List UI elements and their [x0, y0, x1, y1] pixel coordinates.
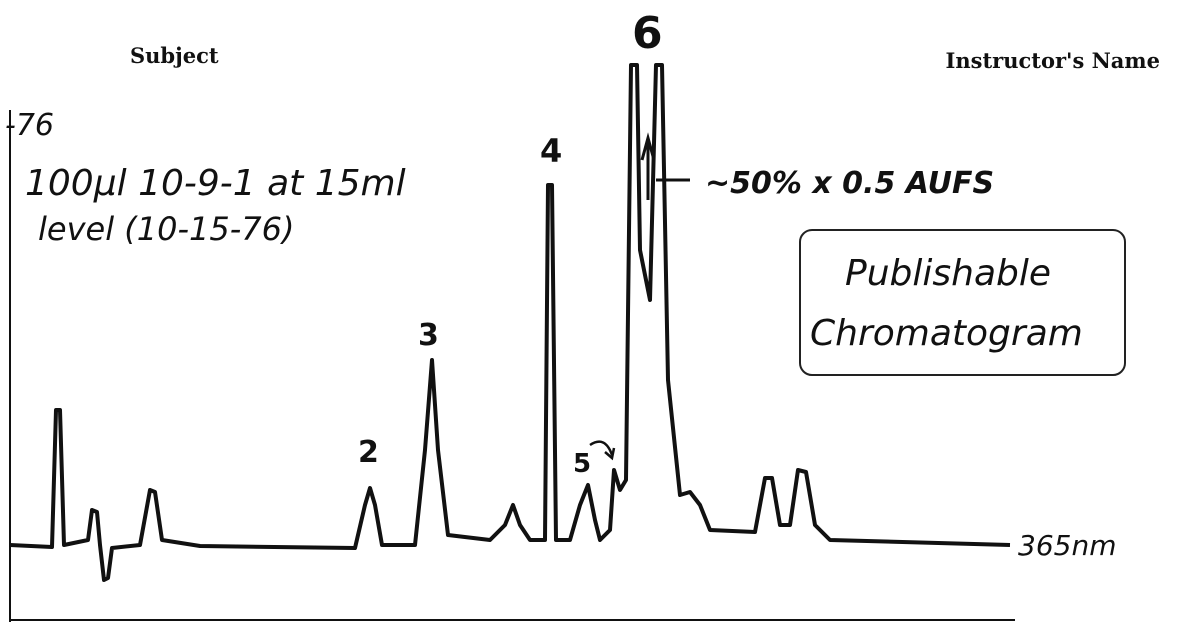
chromatogram-page: Subject Instructor's Name -76 100µl 10-9…	[0, 0, 1181, 630]
peak-label: 3	[418, 318, 439, 353]
subject-label: Subject	[130, 43, 219, 68]
stamp-text: Publishable	[845, 253, 1051, 294]
attenuation-note: ~50% x 0.5 AUFS	[705, 166, 994, 201]
stamp-text: Chromatogram	[810, 313, 1083, 354]
peak-label: 6	[632, 8, 663, 59]
sample-note: level (10-15-76)	[38, 210, 294, 248]
sample-note: 100µl 10-9-1 at 15ml	[25, 163, 406, 204]
peak-label: 2	[358, 435, 379, 470]
instructor-label: Instructor's Name	[946, 48, 1160, 73]
peak-label: 4	[540, 132, 562, 170]
wavelength-note: 365nm	[1018, 529, 1116, 562]
date-mark: -76	[5, 108, 54, 143]
peak-label: 5	[573, 449, 591, 479]
pointer-arrow	[590, 442, 614, 458]
